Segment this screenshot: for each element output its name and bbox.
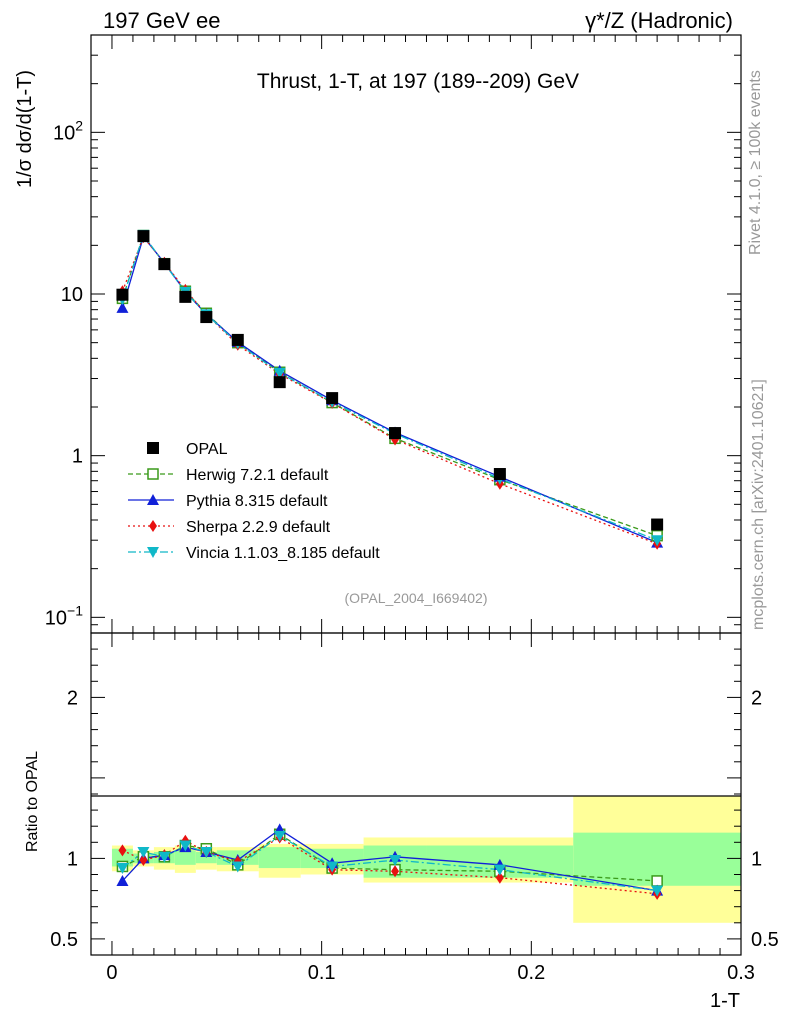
ratio-y-label: Ratio to OPAL (24, 751, 41, 852)
y-tick-label: 102 (53, 117, 83, 144)
ratio-series-layer (116, 823, 664, 900)
legend-marker-opal (147, 442, 159, 454)
header-right: γ*/Z (Hadronic) (585, 8, 733, 33)
legend-marker-2 (147, 494, 159, 505)
ratio-tick-label: 1 (67, 848, 78, 870)
ratio-1-point (651, 875, 663, 887)
opal-data-point (137, 230, 150, 243)
uncertainty-band-green (174, 850, 196, 865)
opal-data-point (493, 468, 506, 481)
ratio-4-point (651, 885, 664, 897)
ratio-2-point (116, 874, 129, 886)
legend: OPAL Herwig 7.2.1 default Pythia 8.315 def… (128, 441, 380, 562)
mcplots-label: mcplots.cern.ch [arXiv:2401.10621] (750, 379, 767, 630)
x-axis-label: 1-T (710, 990, 740, 1012)
opal-data-point (389, 427, 402, 440)
ratio-4-point (137, 846, 150, 858)
ratio-4-point (179, 840, 192, 852)
ratio-ticks: 0.5 0.5 1 1 2 2 (50, 632, 779, 956)
legend-label-2: Pythia 8.315 default (186, 493, 328, 510)
opal-data-point (231, 333, 244, 346)
uncertainty-band-green (258, 847, 301, 869)
legend-label-4: Vincia 1.1.03_8.185 default (186, 545, 380, 562)
opal-data-point (200, 311, 213, 324)
ratio-tick-label: 0.5 (50, 929, 78, 951)
series-4-point (651, 535, 664, 547)
legend-label-1: Herwig 7.2.1 default (186, 467, 329, 484)
ratio-4-point (200, 846, 213, 858)
legend-label-opal: OPAL (186, 441, 228, 458)
ratio-4-point (116, 863, 129, 875)
header-left: 197 GeV ee (103, 8, 220, 33)
legend-label-3: Sherpa 2.2.9 default (186, 519, 331, 536)
legend-marker-4 (147, 547, 159, 558)
ratio-4-point (231, 861, 244, 873)
opal-data-point (273, 376, 286, 389)
x-ticks: 0 0.1 0.2 0.3 (106, 633, 755, 984)
ratio-3-point (139, 854, 148, 867)
series-2-point (116, 301, 129, 313)
y-tick-label: 10−1 (45, 602, 83, 629)
x-tick-label: 0.1 (308, 962, 336, 984)
ratio-4-point (273, 830, 286, 842)
opal-data-point (179, 290, 192, 303)
ratio-tick-label-right: 0.5 (751, 929, 779, 951)
x-tick-label: 0 (106, 962, 117, 984)
opal-data-point (326, 392, 339, 405)
ratio-tick-label: 2 (67, 687, 78, 709)
rivet-label: Rivet 4.1.0, ≥ 100k events (747, 70, 764, 255)
series-4-point (273, 367, 286, 379)
x-tick-label: 0.2 (517, 962, 545, 984)
ratio-3-point (118, 844, 127, 857)
opal-data-point (158, 258, 171, 271)
ratio-4-point (326, 861, 339, 873)
ratio-panel: 0.5 0.5 1 1 2 2 Ratio to OPAL 0 0.1 0.2 0.3 1-T (24, 632, 779, 1012)
legend-marker-3 (149, 520, 157, 532)
y-axis-label: 1/σ dσ/d(1-T) (14, 70, 36, 188)
ratio-4-point (158, 851, 171, 863)
y-tick-label: 1 (72, 446, 83, 468)
ratio-4-point (389, 855, 402, 867)
analysis-id: (OPAL_2004_I669402) (345, 590, 488, 606)
ratio-4-point (493, 864, 506, 876)
legend-marker-1 (147, 468, 159, 480)
ratio-tick-label-right: 2 (751, 687, 762, 709)
plot-title: Thrust, 1-T, at 197 (189--209) GeV (257, 70, 579, 93)
opal-data-point (116, 288, 129, 301)
ratio-3-point (391, 865, 400, 878)
x-tick-label: 0.3 (727, 962, 755, 984)
opal-data-point (651, 518, 664, 531)
y-tick-label: 10 (61, 284, 83, 306)
ratio-3-point (495, 871, 504, 884)
ratio-tick-label-right: 1 (751, 848, 762, 870)
main-ticks: 10−1 1 10 102 (45, 34, 742, 634)
main-series-layer (116, 229, 664, 550)
